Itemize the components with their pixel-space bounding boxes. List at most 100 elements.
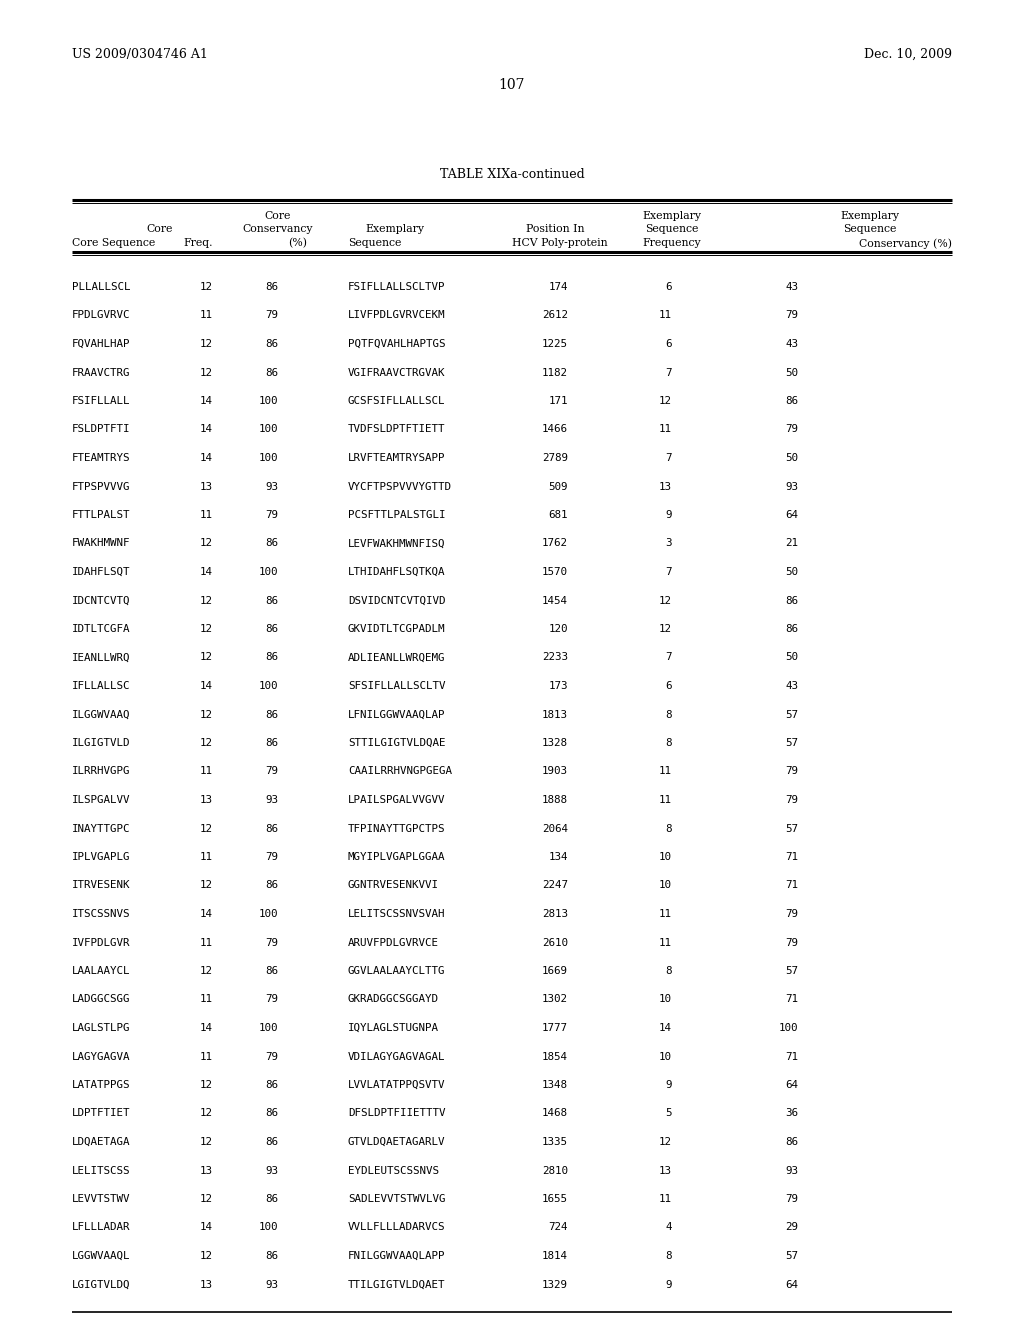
Text: 12: 12: [200, 966, 213, 975]
Text: 86: 86: [265, 824, 278, 833]
Text: Position In: Position In: [525, 224, 585, 234]
Text: 14: 14: [200, 453, 213, 463]
Text: VDILAGYGAGVAGAL: VDILAGYGAGVAGAL: [348, 1052, 445, 1061]
Text: 13: 13: [659, 482, 672, 491]
Text: 79: 79: [265, 937, 278, 948]
Text: 14: 14: [200, 1023, 213, 1034]
Text: LADGGCSGG: LADGGCSGG: [72, 994, 130, 1005]
Text: 57: 57: [785, 1251, 798, 1261]
Text: PQTFQVAHLHAPTGS: PQTFQVAHLHAPTGS: [348, 339, 445, 348]
Text: 11: 11: [659, 767, 672, 776]
Text: 86: 86: [785, 595, 798, 606]
Text: PLLALLSCL: PLLALLSCL: [72, 282, 130, 292]
Text: VVLLFLLLADARVCS: VVLLFLLLADARVCS: [348, 1222, 445, 1233]
Text: LDQAETAGA: LDQAETAGA: [72, 1137, 130, 1147]
Text: 86: 86: [265, 624, 278, 634]
Text: ILGGWVAAQ: ILGGWVAAQ: [72, 710, 130, 719]
Text: 1570: 1570: [542, 568, 568, 577]
Text: 134: 134: [549, 851, 568, 862]
Text: 4: 4: [666, 1222, 672, 1233]
Text: 120: 120: [549, 624, 568, 634]
Text: 86: 86: [265, 539, 278, 549]
Text: 64: 64: [785, 1279, 798, 1290]
Text: ITRVESENK: ITRVESENK: [72, 880, 130, 891]
Text: LAALAAYCL: LAALAAYCL: [72, 966, 130, 975]
Text: FTTLPALST: FTTLPALST: [72, 510, 130, 520]
Text: 86: 86: [265, 710, 278, 719]
Text: 1814: 1814: [542, 1251, 568, 1261]
Text: 86: 86: [265, 1109, 278, 1118]
Text: 12: 12: [200, 282, 213, 292]
Text: SFSIFLLALLSCLTV: SFSIFLLALLSCLTV: [348, 681, 445, 690]
Text: 1302: 1302: [542, 994, 568, 1005]
Text: 86: 86: [265, 282, 278, 292]
Text: VGIFRAAVCTRGVAK: VGIFRAAVCTRGVAK: [348, 367, 445, 378]
Text: 10: 10: [659, 1052, 672, 1061]
Text: 86: 86: [265, 966, 278, 975]
Text: FPDLGVRVC: FPDLGVRVC: [72, 310, 130, 321]
Text: 43: 43: [785, 282, 798, 292]
Text: 12: 12: [200, 738, 213, 748]
Text: 100: 100: [258, 453, 278, 463]
Text: IVFPDLGVR: IVFPDLGVR: [72, 937, 130, 948]
Text: ILRRHVGPG: ILRRHVGPG: [72, 767, 130, 776]
Text: LATATPPGS: LATATPPGS: [72, 1080, 130, 1090]
Text: 1468: 1468: [542, 1109, 568, 1118]
Text: 8: 8: [666, 1251, 672, 1261]
Text: Conservancy (%): Conservancy (%): [859, 238, 952, 248]
Text: 12: 12: [200, 595, 213, 606]
Text: EYDLEUTSCSSNVS: EYDLEUTSCSSNVS: [348, 1166, 439, 1176]
Text: 1225: 1225: [542, 339, 568, 348]
Text: 11: 11: [659, 909, 672, 919]
Text: LFNILGGWVAAQLAP: LFNILGGWVAAQLAP: [348, 710, 445, 719]
Text: 50: 50: [785, 568, 798, 577]
Text: Sequence: Sequence: [645, 224, 698, 234]
Text: LIVFPDLGVRVCEKM: LIVFPDLGVRVCEKM: [348, 310, 445, 321]
Text: 13: 13: [200, 1279, 213, 1290]
Text: 1348: 1348: [542, 1080, 568, 1090]
Text: 86: 86: [265, 1195, 278, 1204]
Text: 173: 173: [549, 681, 568, 690]
Text: 11: 11: [659, 425, 672, 434]
Text: 14: 14: [200, 568, 213, 577]
Text: 50: 50: [785, 652, 798, 663]
Text: 86: 86: [265, 595, 278, 606]
Text: 13: 13: [200, 1166, 213, 1176]
Text: 3: 3: [666, 539, 672, 549]
Text: GGNTRVESENKVVI: GGNTRVESENKVVI: [348, 880, 439, 891]
Text: 7: 7: [666, 453, 672, 463]
Text: 5: 5: [666, 1109, 672, 1118]
Text: TTILGIGTVLDQAET: TTILGIGTVLDQAET: [348, 1279, 445, 1290]
Text: ILSPGALVV: ILSPGALVV: [72, 795, 130, 805]
Text: LEVFWAKHMWNFISQ: LEVFWAKHMWNFISQ: [348, 539, 445, 549]
Text: 86: 86: [265, 1137, 278, 1147]
Text: IEANLLWRQ: IEANLLWRQ: [72, 652, 130, 663]
Text: 79: 79: [785, 1195, 798, 1204]
Text: IQYLAGLSTUGNPA: IQYLAGLSTUGNPA: [348, 1023, 439, 1034]
Text: 14: 14: [200, 1222, 213, 1233]
Text: 79: 79: [265, 1052, 278, 1061]
Text: 79: 79: [265, 310, 278, 321]
Text: 100: 100: [778, 1023, 798, 1034]
Text: 71: 71: [785, 851, 798, 862]
Text: 14: 14: [200, 425, 213, 434]
Text: 79: 79: [785, 909, 798, 919]
Text: 79: 79: [785, 937, 798, 948]
Text: IDTLTCGFA: IDTLTCGFA: [72, 624, 130, 634]
Text: 86: 86: [265, 738, 278, 748]
Text: 1335: 1335: [542, 1137, 568, 1147]
Text: GGVLAALAAYCLTTG: GGVLAALAAYCLTTG: [348, 966, 445, 975]
Text: HCV Poly-protein: HCV Poly-protein: [512, 238, 608, 248]
Text: 93: 93: [785, 482, 798, 491]
Text: 12: 12: [659, 595, 672, 606]
Text: 11: 11: [200, 510, 213, 520]
Text: ARUVFPDLGVRVCE: ARUVFPDLGVRVCE: [348, 937, 439, 948]
Text: IDCNTCVTQ: IDCNTCVTQ: [72, 595, 130, 606]
Text: 13: 13: [200, 482, 213, 491]
Text: FRAAVCTRG: FRAAVCTRG: [72, 367, 130, 378]
Text: 14: 14: [200, 909, 213, 919]
Text: LTHIDAHFLSQTKQA: LTHIDAHFLSQTKQA: [348, 568, 445, 577]
Text: 71: 71: [785, 1052, 798, 1061]
Text: 79: 79: [785, 310, 798, 321]
Text: IPLVGAPLG: IPLVGAPLG: [72, 851, 130, 862]
